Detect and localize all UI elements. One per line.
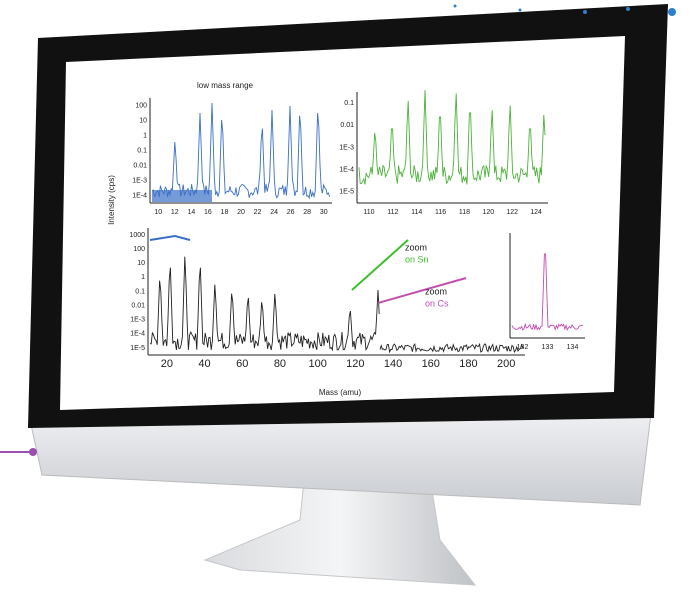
y-tick-label: 1E-4 — [132, 192, 147, 199]
x-tick-label: 132 — [517, 344, 529, 351]
black-spectrum — [149, 256, 380, 352]
y-tick-label: 1 — [141, 274, 145, 281]
y-tick-label: 0.01 — [340, 122, 354, 129]
annotation: zoom — [425, 286, 447, 296]
y-tick-label: 1E-3 — [339, 144, 354, 151]
x-tick-label: 26 — [287, 209, 295, 216]
y-tick-label: 0.01 — [133, 162, 147, 169]
y-tick-label: 1E-3 — [130, 317, 145, 324]
blue-fill — [152, 190, 212, 202]
y-tick-label: 10 — [139, 117, 147, 124]
y-tick-label: 1E-5 — [130, 345, 145, 352]
y-axis-label: Intensity (cps) — [107, 175, 116, 225]
y-tick-label: 0.01 — [131, 302, 145, 309]
x-tick-label: 24 — [270, 209, 278, 216]
arrow-sn — [351, 239, 409, 291]
x-tick-label: 116 — [435, 209, 446, 216]
y-tick-label: 1E-4 — [130, 331, 145, 338]
x-tick-label: 120 — [482, 209, 494, 216]
x-tick-label: 22 — [254, 209, 262, 216]
y-tick-label: 0.1 — [135, 288, 145, 295]
x-tick-label: 28 — [303, 209, 311, 216]
x-tick-label: 160 — [422, 358, 440, 370]
x-tick-label: 133 — [542, 344, 554, 351]
annotation: on Cs — [425, 298, 449, 308]
annotation: on Sn — [405, 254, 429, 264]
callout-dot — [29, 448, 37, 456]
x-axis-label: Mass (amu) — [319, 388, 362, 397]
decor-dots — [453, 4, 676, 16]
x-tick-label: 114 — [411, 209, 422, 216]
x-tick-label: 180 — [459, 358, 477, 370]
plot-title: low mass range — [197, 81, 254, 90]
y-tick-label: 1E-4 — [339, 167, 354, 174]
pink-spectrum — [511, 253, 583, 332]
x-tick-label: 16 — [204, 209, 212, 216]
x-tick-label: 20 — [161, 358, 173, 370]
x-tick-label: 12 — [171, 209, 179, 216]
x-tick-label: 20 — [237, 209, 245, 216]
x-tick-label: 80 — [274, 358, 286, 370]
x-tick-label: 100 — [308, 358, 326, 370]
annotation: zoom — [405, 242, 427, 252]
x-tick-label: 200 — [497, 358, 515, 370]
screen — [60, 36, 625, 410]
x-tick-label: 134 — [567, 344, 579, 351]
x-tick-label: 18 — [221, 209, 229, 216]
x-tick-label: 60 — [236, 358, 248, 370]
x-tick-label: 124 — [530, 209, 542, 216]
y-tick-label: 1E-3 — [132, 177, 147, 184]
y-tick-label: 0.1 — [137, 147, 147, 154]
x-tick-label: 110 — [363, 209, 374, 216]
y-tick-label: 1 — [143, 132, 147, 139]
x-tick-label: 10 — [154, 209, 162, 216]
x-tick-label: 40 — [198, 358, 210, 370]
y-tick-label: 100 — [133, 246, 145, 253]
arrow-cs — [377, 277, 467, 304]
black-tail — [379, 342, 525, 354]
x-tick-label: 140 — [384, 358, 402, 370]
green-spectrum — [358, 89, 546, 185]
y-tick-label: 10 — [137, 260, 145, 267]
y-tick-label: 1E-5 — [339, 189, 354, 196]
x-tick-label: 118 — [459, 209, 470, 216]
y-tick-label: 0.1 — [344, 100, 354, 107]
x-tick-label: 122 — [506, 209, 518, 216]
spectrum-figure: 10 12 14 16 18 20 22 24 26 28 30 100 10 1 0.1 0.01 1E-3 1… — [107, 81, 585, 397]
x-tick-label: 120 — [346, 358, 364, 370]
blue-bracket — [149, 234, 191, 241]
y-tick-label: 1000 — [129, 232, 145, 239]
x-tick-label: 14 — [187, 209, 195, 216]
x-tick-label: 112 — [387, 209, 398, 216]
y-tick-label: 100 — [135, 102, 147, 109]
x-tick-label: 30 — [320, 209, 328, 216]
